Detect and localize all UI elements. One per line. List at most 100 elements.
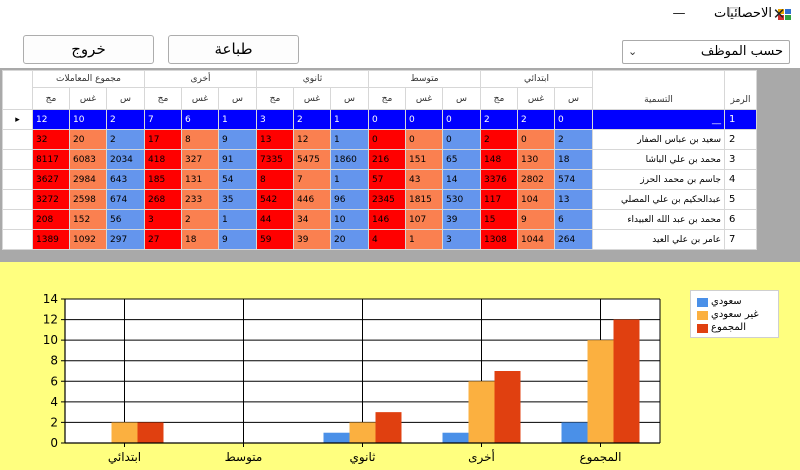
value-cell[interactable]: 6: [181, 109, 219, 130]
value-cell[interactable]: 1308: [480, 229, 518, 250]
table-row[interactable]: 3 محمد بن علي الباشا 18 130 148 65 151 216 1860 5…: [2, 149, 757, 170]
value-cell[interactable]: 7335: [256, 149, 294, 170]
value-cell[interactable]: 2: [106, 109, 145, 130]
value-cell[interactable]: 39: [293, 229, 331, 250]
sub-header-3-1[interactable]: غس: [181, 87, 219, 110]
group-by-select[interactable]: حسب الموظف ⌄: [622, 40, 790, 64]
value-cell[interactable]: 4: [368, 229, 406, 250]
value-cell[interactable]: 216: [368, 149, 406, 170]
value-cell[interactable]: 0: [368, 109, 406, 130]
value-cell[interactable]: 1: [405, 229, 443, 250]
row-code-cell[interactable]: 4: [724, 169, 757, 190]
row-name-cell[interactable]: جاسم بن محمد الحرز: [592, 169, 725, 190]
value-cell[interactable]: 13: [554, 189, 593, 210]
value-cell[interactable]: 117: [480, 189, 518, 210]
table-row[interactable]: 2 سعيد بن عباس الصفار 2 0 2 0 0 0 1 12 13 9 8 17 2 20 32: [2, 129, 757, 150]
row-name-cell[interactable]: محمد بن علي الباشا: [592, 149, 725, 170]
row-name-cell[interactable]: عامر بن علي العيد: [592, 229, 725, 250]
value-cell[interactable]: 446: [293, 189, 331, 210]
value-cell[interactable]: 2: [554, 129, 593, 150]
value-cell[interactable]: 1: [218, 209, 257, 230]
row-code-cell[interactable]: 3: [724, 149, 757, 170]
sub-header-0-0[interactable]: س: [554, 87, 593, 110]
value-cell[interactable]: 6: [554, 209, 593, 230]
value-cell[interactable]: 2: [293, 109, 331, 130]
value-cell[interactable]: 12: [32, 109, 70, 130]
value-cell[interactable]: 643: [106, 169, 145, 190]
value-cell[interactable]: 327: [181, 149, 219, 170]
value-cell[interactable]: 3: [442, 229, 481, 250]
row-name-cell[interactable]: __: [592, 109, 725, 130]
value-cell[interactable]: 130: [517, 149, 555, 170]
value-cell[interactable]: 2: [480, 129, 518, 150]
value-cell[interactable]: 3: [256, 109, 294, 130]
value-cell[interactable]: 39: [442, 209, 481, 230]
row-code-cell[interactable]: 6: [724, 209, 757, 230]
table-row[interactable]: 6 محمد بن عبد الله العبيداء 6 9 15 39 107 146 10…: [2, 209, 757, 230]
value-cell[interactable]: 10: [330, 209, 369, 230]
minimize-button[interactable]: —: [672, 6, 686, 21]
value-cell[interactable]: 542: [256, 189, 294, 210]
value-cell[interactable]: 674: [106, 189, 145, 210]
value-cell[interactable]: 20: [330, 229, 369, 250]
value-cell[interactable]: 20: [69, 129, 107, 150]
sub-header-1-2[interactable]: مج: [368, 87, 406, 110]
value-cell[interactable]: 2598: [69, 189, 107, 210]
row-name-cell[interactable]: محمد بن عبد الله العبيداء: [592, 209, 725, 230]
value-cell[interactable]: 104: [517, 189, 555, 210]
value-cell[interactable]: 35: [218, 189, 257, 210]
row-header[interactable]: [2, 129, 33, 150]
row-code-cell[interactable]: 1: [724, 109, 757, 130]
value-cell[interactable]: 1044: [517, 229, 555, 250]
value-cell[interactable]: 152: [69, 209, 107, 230]
value-cell[interactable]: 418: [144, 149, 182, 170]
table-row[interactable]: 1 __ 0 2 2 0 0 0 1 2 3 1 6 7 2 10 12 ▸: [2, 109, 757, 130]
value-cell[interactable]: 14: [442, 169, 481, 190]
value-cell[interactable]: 0: [554, 109, 593, 130]
row-header[interactable]: [2, 229, 33, 250]
value-cell[interactable]: 15: [480, 209, 518, 230]
row-code-cell[interactable]: 7: [724, 229, 757, 250]
value-cell[interactable]: 1860: [330, 149, 369, 170]
sub-header-4-0[interactable]: س: [106, 87, 145, 110]
value-cell[interactable]: 5475: [293, 149, 331, 170]
value-cell[interactable]: 2984: [69, 169, 107, 190]
value-cell[interactable]: 91: [218, 149, 257, 170]
sub-header-3-0[interactable]: س: [218, 87, 257, 110]
row-header[interactable]: [2, 209, 33, 230]
value-cell[interactable]: 1: [218, 109, 257, 130]
value-cell[interactable]: 34: [293, 209, 331, 230]
sub-header-2-1[interactable]: غس: [293, 87, 331, 110]
value-cell[interactable]: 148: [480, 149, 518, 170]
row-name-cell[interactable]: عبدالحكيم بن علي المصلي: [592, 189, 725, 210]
table-row[interactable]: 4 جاسم بن محمد الحرز 574 2802 3376 14 43 57 1 7 8 5…: [2, 169, 757, 190]
sub-header-3-2[interactable]: مج: [144, 87, 182, 110]
value-cell[interactable]: 9: [218, 129, 257, 150]
value-cell[interactable]: 56: [106, 209, 145, 230]
value-cell[interactable]: 9: [218, 229, 257, 250]
row-code-cell[interactable]: 5: [724, 189, 757, 210]
value-cell[interactable]: 0: [517, 129, 555, 150]
sub-header-2-0[interactable]: س: [330, 87, 369, 110]
value-cell[interactable]: 44: [256, 209, 294, 230]
value-cell[interactable]: 12: [293, 129, 331, 150]
value-cell[interactable]: 43: [405, 169, 443, 190]
table-row[interactable]: 7 عامر بن علي العيد 264 1044 1308 3 1 4 20 39 59 9 1…: [2, 229, 757, 250]
value-cell[interactable]: 57: [368, 169, 406, 190]
row-name-cell[interactable]: سعيد بن عباس الصفار: [592, 129, 725, 150]
value-cell[interactable]: 1: [330, 109, 369, 130]
value-cell[interactable]: 7: [293, 169, 331, 190]
value-cell[interactable]: 1389: [32, 229, 70, 250]
value-cell[interactable]: 3627: [32, 169, 70, 190]
value-cell[interactable]: 10: [69, 109, 107, 130]
value-cell[interactable]: 13: [256, 129, 294, 150]
value-cell[interactable]: 151: [405, 149, 443, 170]
value-cell[interactable]: 1: [330, 129, 369, 150]
value-cell[interactable]: 18: [181, 229, 219, 250]
value-cell[interactable]: 18: [554, 149, 593, 170]
row-code-cell[interactable]: 2: [724, 129, 757, 150]
value-cell[interactable]: 233: [181, 189, 219, 210]
value-cell[interactable]: 3376: [480, 169, 518, 190]
value-cell[interactable]: 3: [144, 209, 182, 230]
value-cell[interactable]: 1815: [405, 189, 443, 210]
